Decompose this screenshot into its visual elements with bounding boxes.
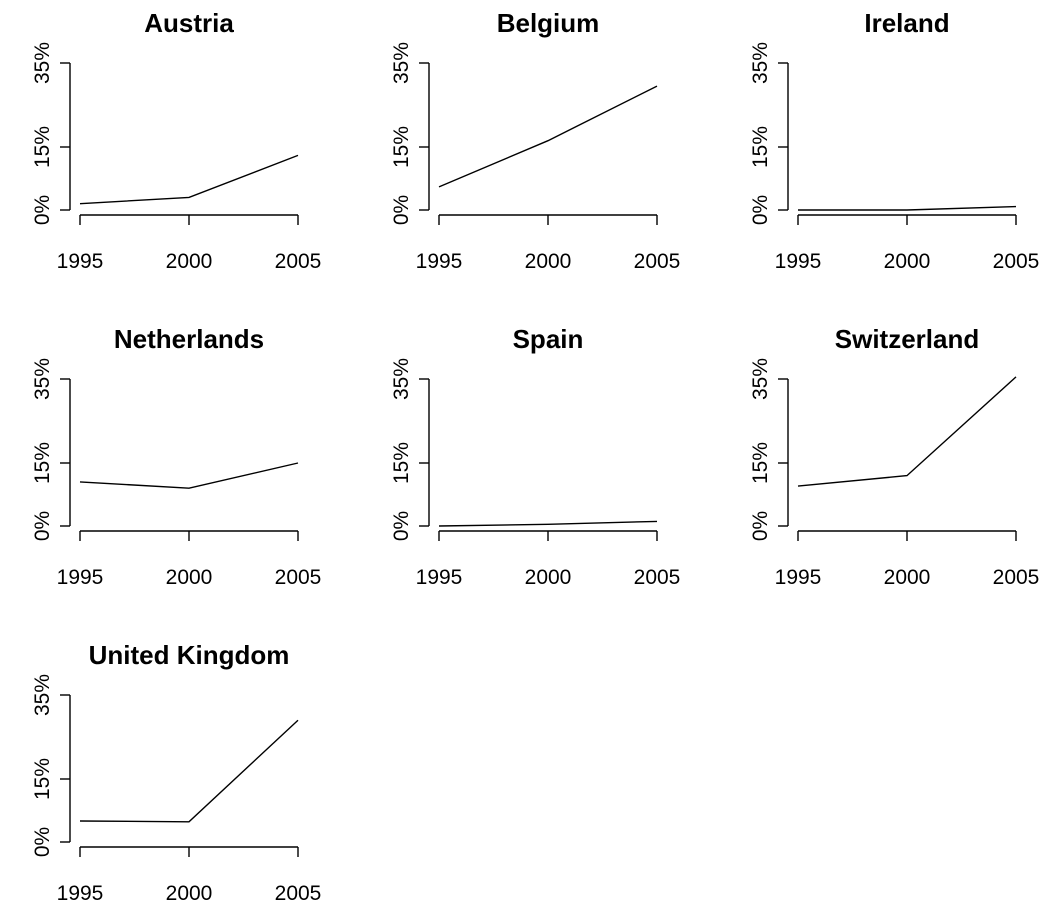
x-tick-label: 1995 <box>775 250 822 273</box>
y-tick-label: 15% <box>390 126 413 168</box>
series-line-netherlands <box>79 462 299 489</box>
panel-ireland: Ireland 0% 15% 35% 1995 2000 2005 <box>749 8 1039 273</box>
x-tick-label: 2005 <box>275 566 322 589</box>
y-tick-label: 15% <box>31 758 54 800</box>
x-tick-label: 2000 <box>884 566 931 589</box>
x-tick-label: 2005 <box>275 882 322 905</box>
x-tick-label: 1995 <box>416 250 463 273</box>
series-line-ireland <box>798 205 1017 211</box>
series-line-spain <box>438 520 658 527</box>
series-line-austria <box>79 154 299 205</box>
panel-title: Austria <box>144 8 234 38</box>
panel-united-kingdom: United Kingdom 0% 15% 35% 1995 2000 2005 <box>31 640 321 905</box>
x-tick-label: 1995 <box>57 566 104 589</box>
y-tick-label: 35% <box>31 674 54 716</box>
x-tick-label: 2000 <box>166 566 213 589</box>
y-tick-label: 0% <box>390 195 413 225</box>
y-tick-label: 15% <box>749 126 772 168</box>
y-tick-label: 0% <box>31 195 54 225</box>
y-tick-label: 35% <box>749 358 772 400</box>
x-tick-label: 2000 <box>166 250 213 273</box>
panel-austria: Austria 0% 15% 35% 1995 2000 2005 <box>31 8 321 273</box>
y-tick-label: 15% <box>31 126 54 168</box>
x-tick-label: 2000 <box>525 566 572 589</box>
panel-title: Switzerland <box>835 324 979 354</box>
panel-title: Ireland <box>864 8 949 38</box>
y-tick-label: 0% <box>31 827 54 857</box>
x-tick-label: 2000 <box>525 250 572 273</box>
y-tick-label: 0% <box>390 511 413 541</box>
y-tick-label: 0% <box>749 511 772 541</box>
x-tick-label: 2000 <box>884 250 931 273</box>
panel-title: Netherlands <box>114 324 264 354</box>
y-tick-label: 35% <box>390 42 413 84</box>
y-tick-label: 35% <box>749 42 772 84</box>
panel-spain: Spain 0% 15% 35% 1995 2000 2005 <box>390 324 680 589</box>
y-tick-label: 15% <box>390 442 413 484</box>
y-tick-label: 35% <box>390 358 413 400</box>
panel-title: Belgium <box>497 8 600 38</box>
y-tick-label: 0% <box>749 195 772 225</box>
y-tick-label: 0% <box>31 511 54 541</box>
panel-switzerland: Switzerland 0% 15% 35% 1995 2000 2005 <box>749 324 1039 589</box>
series-line-belgium <box>438 85 658 188</box>
y-tick-label: 35% <box>31 358 54 400</box>
y-tick-label: 35% <box>31 42 54 84</box>
panel-title: United Kingdom <box>89 640 290 670</box>
panel-title: Spain <box>513 324 584 354</box>
panel-netherlands: Netherlands 0% 15% 35% 1995 2000 2005 <box>31 324 321 589</box>
x-tick-label: 2005 <box>993 250 1040 273</box>
x-tick-label: 1995 <box>57 250 104 273</box>
x-tick-label: 2005 <box>634 566 681 589</box>
x-tick-label: 2005 <box>993 566 1040 589</box>
panel-belgium: Belgium 0% 15% 35% 1995 2000 2005 <box>390 8 680 273</box>
x-tick-label: 1995 <box>775 566 822 589</box>
series-line-switzerland <box>797 376 1017 487</box>
x-tick-label: 2005 <box>634 250 681 273</box>
y-tick-label: 15% <box>749 442 772 484</box>
y-tick-label: 15% <box>31 442 54 484</box>
x-tick-label: 1995 <box>57 882 104 905</box>
x-tick-label: 1995 <box>416 566 463 589</box>
x-tick-label: 2000 <box>166 882 213 905</box>
x-tick-label: 2005 <box>275 250 322 273</box>
series-line-united-kingdom <box>79 719 299 823</box>
